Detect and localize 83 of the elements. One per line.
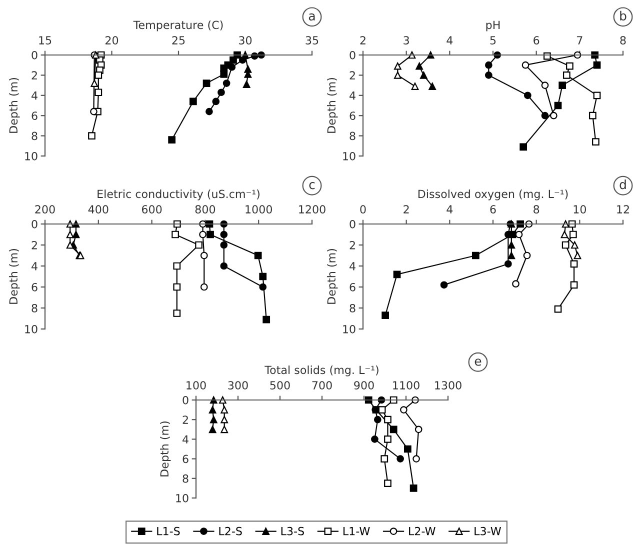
y-tick-label: 8	[32, 304, 38, 312]
y-tick-label: 0	[350, 50, 356, 60]
x-tick-label: 8	[620, 36, 626, 45]
y-tick-label: 2	[32, 240, 37, 250]
y-tick-label: 8	[182, 474, 188, 483]
text: d	[620, 180, 626, 190]
x-tick-label: 4	[446, 205, 453, 214]
x-tick-label: 1100	[393, 381, 420, 390]
y-axis-title: Depth (m)	[8, 249, 20, 304]
text: c	[309, 182, 315, 190]
y-tick-label: 8	[32, 132, 38, 140]
text: b	[620, 10, 626, 21]
y-tick-label: 2	[32, 71, 37, 80]
y-tick-label: 10	[25, 152, 38, 160]
x-tick-label: 500	[270, 381, 290, 390]
y-tick-label: 10	[343, 324, 356, 334]
x-tick-label: 400	[88, 205, 108, 214]
x-tick-label: 800	[195, 205, 216, 214]
x-tick-label: 600	[142, 205, 162, 214]
x-tick-label: 10	[574, 205, 586, 214]
y-tick-label: 8	[350, 132, 356, 140]
x-tick-label: 15	[39, 36, 52, 45]
legend-label: L2-W	[409, 526, 436, 536]
y-tick-label: 10	[25, 324, 38, 334]
x-axis-title: Temperature (C)	[133, 20, 223, 32]
x-tick-label: 5	[490, 36, 496, 45]
y-axis-title: Depth (m)	[326, 78, 338, 133]
text: e	[474, 358, 482, 366]
y-tick-label: 0	[350, 220, 356, 228]
x-tick-label: 300	[228, 381, 248, 390]
x-tick-label: 4	[446, 36, 453, 44]
x-tick-label: 1000	[246, 205, 272, 214]
x-tick-label: 1300	[435, 381, 462, 390]
x-axis-title: pH	[486, 20, 500, 32]
y-tick-label: 4	[350, 262, 356, 270]
x-tick-label: 8	[534, 205, 540, 214]
y-axis-title: Depth (m)	[160, 422, 171, 476]
x-tick-label: 200	[35, 205, 55, 214]
y-tick-label: 6	[350, 282, 356, 292]
x-tick-label: 100	[186, 381, 206, 390]
legend-label: L1-W	[343, 527, 370, 536]
legend-label: L1-S	[157, 526, 180, 536]
y-tick-label: 6	[32, 282, 38, 292]
legend-label: L3-S	[281, 526, 304, 536]
x-axis-title: Dissolved oxygen (mg. L⁻¹)	[418, 190, 568, 200]
x-tick-label: 2	[404, 205, 409, 214]
y-tick-label: 2	[350, 240, 355, 250]
x-tick-label: 25	[172, 36, 185, 45]
y-tick-label: 4	[182, 435, 188, 444]
x-tick-label: 2	[360, 36, 366, 44]
x-tick-label: 700	[312, 381, 332, 390]
x-tick-label: 1200	[299, 205, 326, 214]
x-tick-label: 6	[534, 36, 540, 45]
y-axis-title: Depth (m)	[326, 249, 338, 304]
y-tick-label: 10	[343, 152, 356, 160]
text: a	[308, 13, 315, 21]
y-tick-label: 4	[32, 262, 38, 270]
x-tick-label: 7	[577, 36, 582, 44]
y-tick-label: 8	[350, 304, 356, 312]
x-tick-label: 3	[404, 36, 409, 45]
x-tick-label: 900	[354, 381, 374, 390]
y-tick-label: 6	[350, 112, 356, 120]
legend-label: L3-W	[474, 526, 502, 536]
legend-label: L2-S	[219, 526, 242, 536]
x-tick-label: 30	[239, 36, 252, 45]
x-axis-title: Eletric conductivity (uS.cm⁻¹)	[98, 190, 260, 200]
x-tick-label: 12	[617, 205, 629, 214]
y-tick-label: 6	[32, 112, 38, 120]
y-tick-label: 10	[176, 494, 188, 502]
x-tick-label: 6	[490, 205, 496, 214]
y-tick-label: 0	[32, 220, 38, 228]
y-tick-label: 6	[182, 454, 188, 464]
x-tick-label: 20	[105, 36, 118, 45]
y-tick-label: 4	[350, 92, 356, 100]
y-tick-label: 0	[32, 50, 38, 60]
y-tick-label: 0	[182, 396, 188, 404]
y-tick-label: 4	[32, 92, 38, 100]
y-tick-label: 2	[182, 416, 188, 424]
x-tick-label: 0	[360, 205, 366, 214]
y-axis-title: Depth (m)	[8, 78, 20, 133]
x-axis-title: Total solids (mg. L⁻¹)	[264, 366, 378, 376]
x-tick-label: 35	[306, 36, 318, 45]
y-tick-label: 2	[350, 71, 355, 80]
